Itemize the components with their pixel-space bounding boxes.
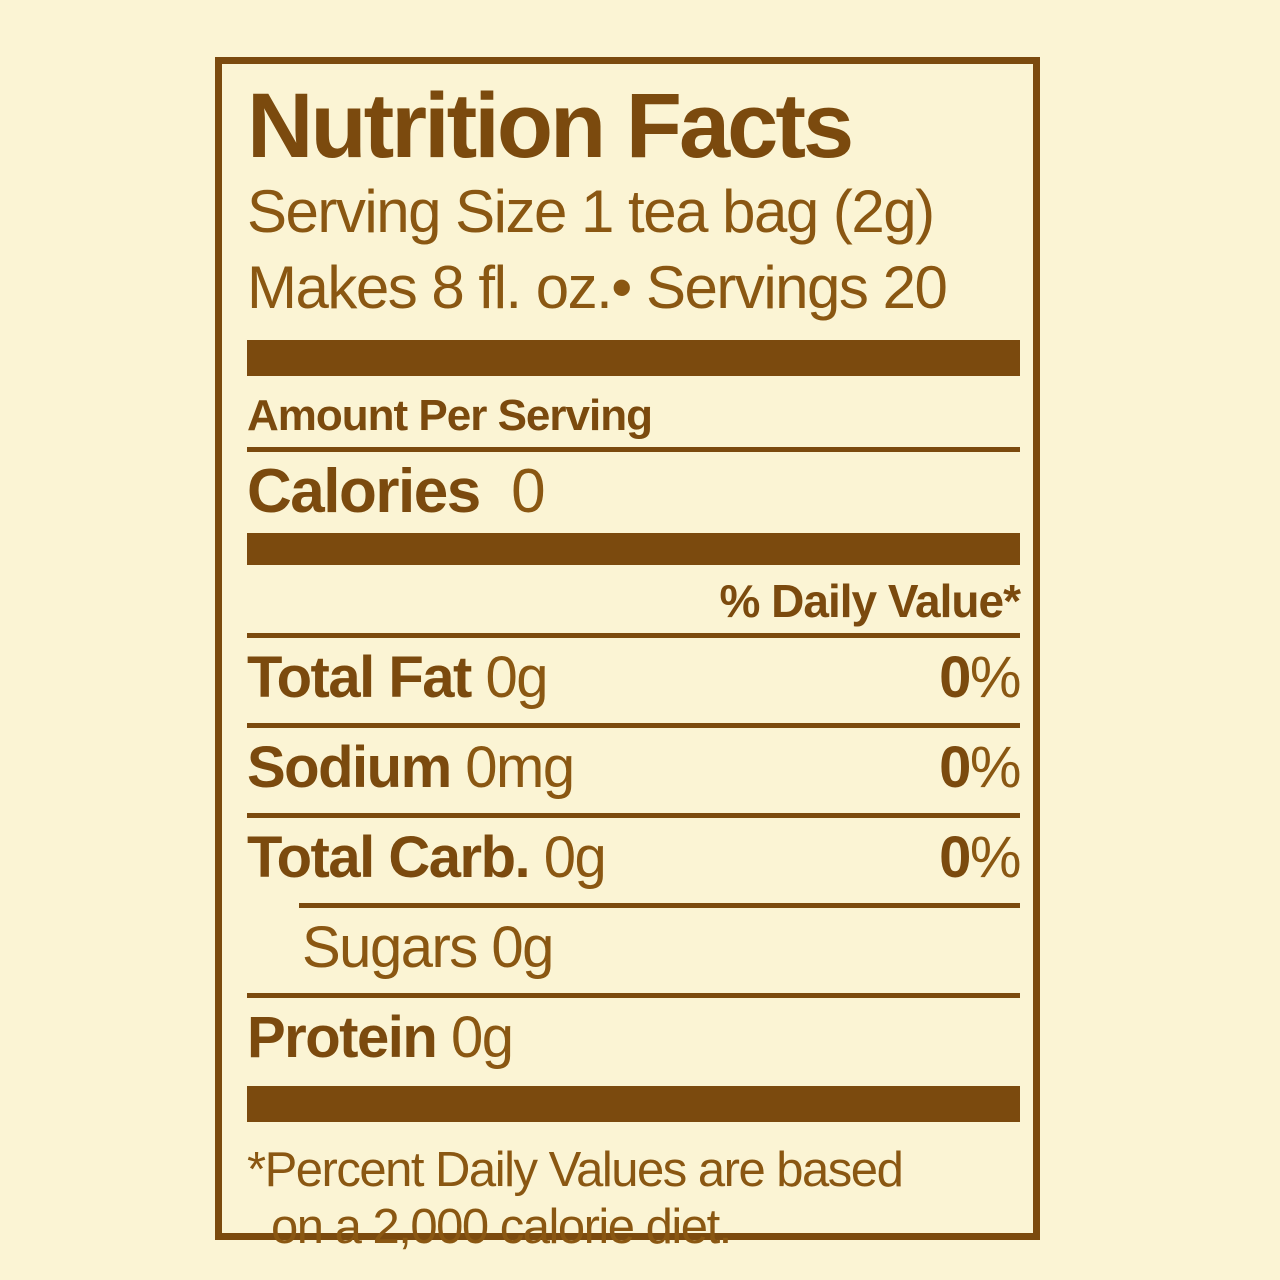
footnote-line1: *Percent Daily Values are based xyxy=(247,1143,904,1197)
rule-below-total-carb-indented xyxy=(299,903,1020,908)
nutrient-row-protein: Protein 0g xyxy=(247,998,1020,1074)
separator-bar-middle xyxy=(247,533,1020,565)
daily-value-header: % Daily Value* xyxy=(719,575,1022,627)
rule-below-amount-per-serving xyxy=(247,447,1020,452)
total-carb-dv-sign: % xyxy=(969,825,1022,890)
serving-size-text: Serving Size 1 tea bag (2g) xyxy=(247,178,935,245)
protein-amount: 0g xyxy=(450,1005,514,1070)
sodium-left: Sodium 0mg xyxy=(247,739,575,797)
total-carb-dv-number: 0 xyxy=(939,825,971,890)
total-carb-amount: 0g xyxy=(543,825,607,890)
total-fat-dv-sign: % xyxy=(969,645,1022,710)
sodium-dv: 0% xyxy=(939,739,1021,797)
protein-left: Protein 0g xyxy=(247,1009,514,1067)
label-title: Nutrition Facts xyxy=(247,75,854,177)
nutrition-facts-label: Nutrition Facts Serving Size 1 tea bag (… xyxy=(215,57,1040,1254)
footnote-line2: on a 2,000 calorie diet. xyxy=(271,1200,732,1255)
calories-label: Calories xyxy=(247,457,481,526)
nutrient-row-total-fat: Total Fat 0g 0% xyxy=(247,638,1022,714)
total-fat-left: Total Fat 0g xyxy=(247,649,548,707)
rule-below-total-fat xyxy=(247,723,1020,728)
rule-below-sodium xyxy=(247,813,1020,818)
nutrient-row-total-carb: Total Carb. 0g 0% xyxy=(247,818,1022,894)
sugars-name: Sugars xyxy=(302,915,478,980)
amount-per-serving-heading: Amount Per Serving xyxy=(247,391,653,440)
calories-row: Calories 0 xyxy=(247,461,1020,523)
nutrient-row-sugars: Sugars 0g xyxy=(247,908,1020,984)
separator-bar-bottom xyxy=(247,1086,1020,1122)
rule-below-daily-value-header xyxy=(247,633,1020,638)
total-fat-name: Total Fat xyxy=(247,645,472,710)
footnote: *Percent Daily Values are based on a 2,0… xyxy=(247,1142,1020,1257)
total-carb-name: Total Carb. xyxy=(247,825,531,890)
protein-name: Protein xyxy=(247,1005,438,1070)
separator-bar-top xyxy=(247,340,1020,376)
total-carb-left: Total Carb. 0g xyxy=(247,829,607,887)
sodium-amount: 0mg xyxy=(465,735,575,800)
nutrient-row-sodium: Sodium 0mg 0% xyxy=(247,728,1022,804)
rule-below-sugars xyxy=(247,993,1020,998)
total-fat-dv: 0% xyxy=(939,649,1021,707)
sugars-amount: 0g xyxy=(491,915,554,980)
sodium-dv-sign: % xyxy=(969,735,1022,800)
sodium-dv-number: 0 xyxy=(939,735,971,800)
makes-servings-text: Makes 8 fl. oz.• Servings 20 xyxy=(247,254,948,321)
calories-value: 0 xyxy=(511,457,545,526)
sodium-name: Sodium xyxy=(247,735,452,800)
total-fat-amount: 0g xyxy=(485,645,548,710)
sugars-left: Sugars 0g xyxy=(302,919,554,977)
total-carb-dv: 0% xyxy=(939,829,1021,887)
total-fat-dv-number: 0 xyxy=(939,645,971,710)
